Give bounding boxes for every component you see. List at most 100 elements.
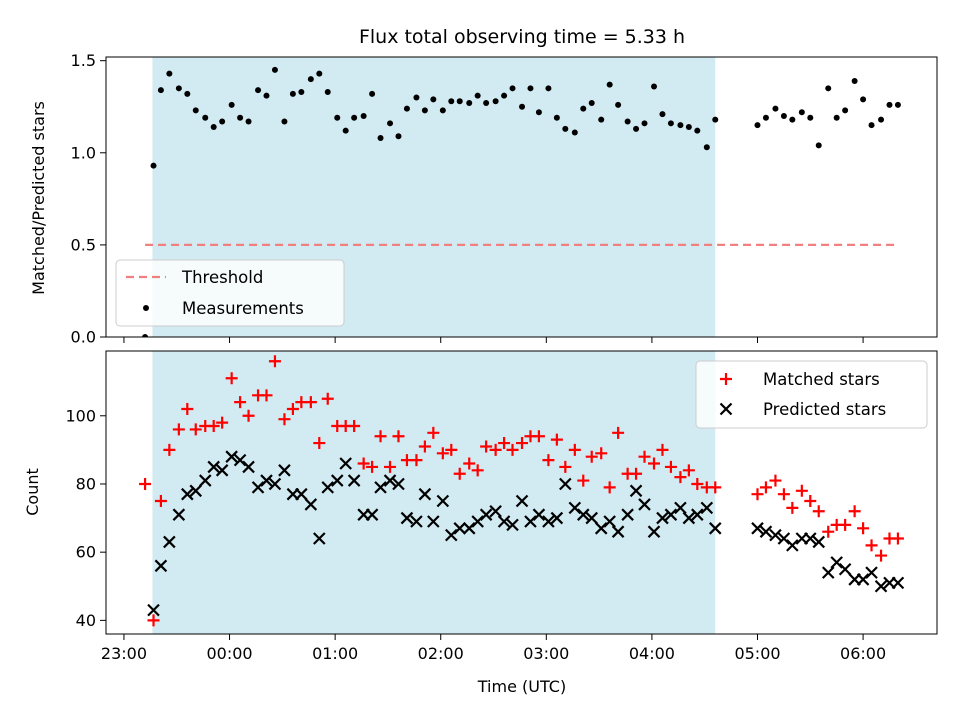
- matched-star-marker: [595, 447, 608, 460]
- predicted-star-marker: [532, 508, 546, 521]
- measurement-point: [860, 96, 867, 103]
- predicted-star-marker: [682, 511, 696, 525]
- predicted-star-marker: [812, 535, 826, 549]
- predicted-star-marker: [347, 474, 361, 487]
- matched-star-marker: [812, 505, 825, 518]
- predicted-star-marker: [550, 511, 564, 525]
- measurement-point: [334, 114, 341, 121]
- measurement-point: [474, 92, 481, 99]
- matched-star-marker: [804, 495, 817, 508]
- predicted-star-marker: [154, 559, 168, 573]
- matched-star-marker: [410, 454, 423, 467]
- measurement-point: [772, 105, 779, 112]
- matched-star-marker: [630, 467, 643, 480]
- predicted-star-marker: [891, 576, 905, 590]
- matched-star-marker: [374, 430, 387, 443]
- measurement-point: [754, 122, 761, 129]
- predicted-star-marker: [251, 481, 265, 494]
- predicted-star-marker: [462, 522, 476, 535]
- matched-star-marker: [154, 495, 167, 508]
- predicted-star-marker: [838, 562, 852, 576]
- count-panel: 40 60 80 100 23:00 00:00 01:00 02:00 03:00 04:00 0…: [65, 350, 938, 663]
- predicted-star-marker: [479, 508, 493, 521]
- matched-star-marker: [664, 460, 677, 473]
- predicted-star-marker: [436, 494, 450, 508]
- y-tick-label: 1.0: [71, 143, 96, 162]
- matched-star-marker: [786, 501, 799, 514]
- predicted-star-marker: [777, 532, 791, 545]
- legend-measurement-label: Measurements: [182, 299, 304, 318]
- predicted-star-marker: [664, 508, 678, 521]
- y-tick-label: 60: [76, 543, 96, 562]
- y-tick-label: 100: [65, 406, 96, 425]
- matched-star-marker: [857, 522, 870, 535]
- measurement-point: [245, 118, 252, 125]
- measurement-point: [298, 89, 305, 95]
- measurement-point: [157, 87, 164, 94]
- predicted-star-marker: [471, 515, 484, 528]
- measurement-point: [377, 135, 384, 142]
- measurement-point: [651, 83, 658, 90]
- matched-star-marker: [480, 440, 493, 453]
- predicted-star-marker: [453, 522, 467, 535]
- legend-box: [695, 360, 928, 429]
- axes-frame: [105, 56, 938, 338]
- predicted-star-marker: [304, 498, 318, 511]
- predicted-star-marker: [233, 453, 247, 467]
- measurement-point: [430, 96, 437, 103]
- ratio-panel: 0.0 0.5 1.0 1.5 Threshold Measurements: [71, 51, 938, 347]
- predicted-star-marker: [506, 518, 519, 532]
- x-tick-label: 00:00: [206, 644, 252, 663]
- predicted-star-marker: [181, 487, 194, 501]
- measurement-point: [263, 92, 270, 99]
- predicted-star-marker: [418, 487, 432, 501]
- matched-star-marker: [542, 454, 555, 467]
- measurement-point: [342, 127, 349, 134]
- y-tick-label: 40: [76, 611, 96, 630]
- axes-frame: [105, 350, 938, 635]
- matched-star-marker: [357, 457, 370, 470]
- x-tick-label: 03:00: [523, 644, 569, 663]
- predicted-star-marker: [268, 477, 282, 491]
- measurement-point: [369, 90, 376, 97]
- legend-predicted-label: Predicted stars: [763, 400, 886, 419]
- predicted-star-marker: [708, 522, 722, 535]
- measurement-point: [762, 114, 769, 121]
- legend-threshold-label: Threshold: [181, 268, 263, 287]
- predicted-star-marker: [374, 481, 387, 494]
- predicted-star-marker: [515, 494, 529, 508]
- matched-star-marker: [189, 423, 202, 436]
- x-tick-label: 04:00: [629, 644, 675, 663]
- measurement-point: [703, 144, 710, 151]
- matched-star-marker: [453, 467, 466, 480]
- predicted-star-marker: [621, 508, 634, 521]
- measurement-point: [685, 124, 692, 130]
- matched-star-marker: [865, 539, 878, 552]
- measurement-point: [307, 76, 314, 83]
- matched-star-marker: [532, 430, 545, 443]
- measurement-point: [387, 120, 394, 127]
- measurement-point: [868, 122, 875, 129]
- matched-star-marker: [656, 443, 669, 456]
- matched-star-marker: [550, 433, 563, 446]
- matched-star-marker: [471, 464, 484, 477]
- x-axis-label: Time (UTC): [477, 677, 566, 696]
- matched-star-marker: [769, 474, 782, 487]
- measurement-point: [798, 109, 805, 116]
- measurement-point: [281, 118, 288, 125]
- predicted-star-marker: [497, 515, 511, 528]
- x-tick-label: 02:00: [418, 644, 464, 663]
- predicted-star-marker: [804, 532, 817, 545]
- matched-star-marker: [498, 437, 511, 450]
- legend: Threshold Measurements: [115, 259, 345, 327]
- measurement-point: [527, 85, 534, 92]
- measurement-point: [598, 116, 605, 123]
- top-y-axis-label: Matched/Predicted stars: [29, 101, 48, 295]
- legend-measurement-swatch: [143, 305, 149, 311]
- measurement-point: [789, 116, 796, 123]
- measurement-point: [255, 87, 262, 94]
- measurement-point: [545, 85, 552, 92]
- measurement-point: [448, 98, 455, 105]
- measurement-point: [228, 101, 235, 108]
- matched-star-marker: [163, 443, 176, 456]
